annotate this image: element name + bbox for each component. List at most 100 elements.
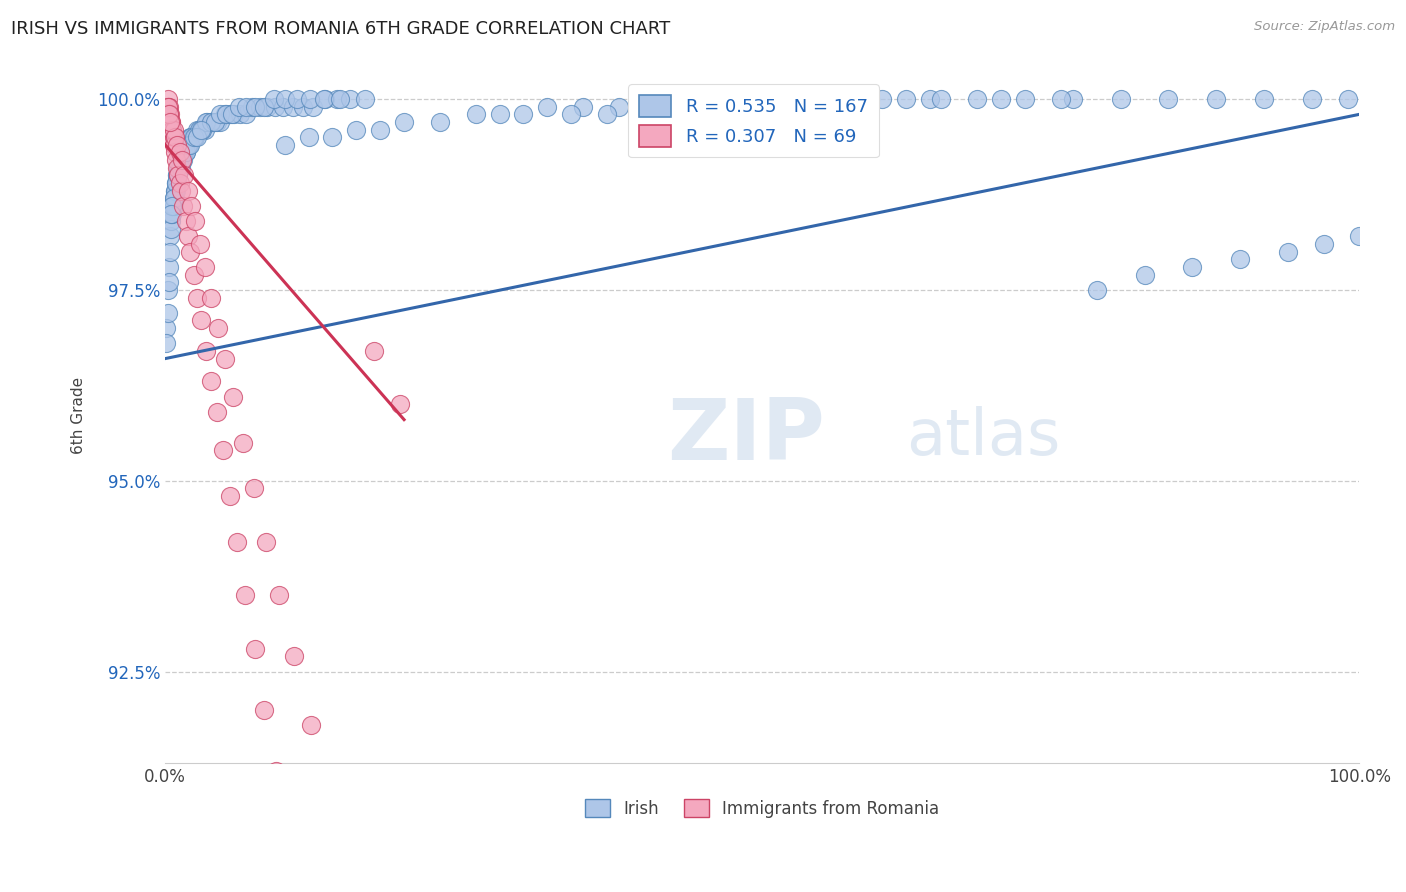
- Point: [162, 191, 184, 205]
- Point: [207, 321, 229, 335]
- Point: [966, 92, 988, 106]
- Point: [607, 100, 630, 114]
- Point: [1336, 92, 1358, 106]
- Point: [155, 321, 177, 335]
- Point: [596, 107, 619, 121]
- Point: [179, 244, 201, 259]
- Point: [165, 176, 187, 190]
- Point: [353, 92, 375, 106]
- Point: [191, 122, 214, 136]
- Point: [169, 161, 191, 175]
- Point: [169, 161, 191, 175]
- Point: [165, 176, 187, 190]
- Point: [1205, 92, 1227, 106]
- Point: [787, 100, 810, 114]
- Point: [273, 100, 295, 114]
- Point: [835, 92, 858, 106]
- Point: [224, 107, 246, 121]
- Point: [160, 115, 183, 129]
- Point: [170, 153, 193, 168]
- Point: [894, 92, 917, 106]
- Legend: Irish, Immigrants from Romania: Irish, Immigrants from Romania: [578, 792, 946, 824]
- Point: [273, 92, 295, 106]
- Point: [1348, 229, 1371, 244]
- Point: [159, 229, 181, 244]
- Point: [775, 92, 797, 106]
- Point: [166, 169, 188, 183]
- Point: [194, 115, 217, 129]
- Point: [163, 184, 186, 198]
- Point: [214, 351, 236, 366]
- Point: [225, 534, 247, 549]
- Point: [918, 92, 941, 106]
- Point: [157, 260, 180, 274]
- Point: [299, 718, 322, 732]
- Point: [167, 161, 190, 175]
- Point: [162, 206, 184, 220]
- Point: [201, 115, 224, 129]
- Point: [186, 122, 208, 136]
- Point: [200, 375, 222, 389]
- Point: [156, 100, 179, 114]
- Point: [253, 703, 276, 717]
- Point: [156, 92, 179, 106]
- Point: [228, 100, 250, 114]
- Point: [389, 397, 412, 411]
- Point: [1181, 260, 1204, 274]
- Point: [181, 130, 204, 145]
- Point: [298, 92, 321, 106]
- Point: [183, 130, 205, 145]
- Point: [256, 100, 278, 114]
- Point: [1277, 244, 1299, 259]
- Point: [172, 199, 194, 213]
- Point: [174, 214, 197, 228]
- Point: [163, 130, 186, 145]
- Point: [159, 115, 181, 129]
- Point: [344, 122, 367, 136]
- Point: [177, 137, 200, 152]
- Point: [285, 92, 308, 106]
- Point: [631, 100, 654, 114]
- Point: [173, 169, 195, 183]
- Point: [204, 115, 226, 129]
- Point: [655, 100, 678, 114]
- Point: [488, 107, 510, 121]
- Point: [155, 100, 177, 114]
- Point: [668, 100, 690, 114]
- Point: [200, 291, 222, 305]
- Point: [692, 100, 714, 114]
- Point: [166, 176, 188, 190]
- Point: [211, 443, 233, 458]
- Y-axis label: 6th Grade: 6th Grade: [72, 377, 86, 454]
- Point: [190, 122, 212, 136]
- Point: [194, 260, 217, 274]
- Point: [160, 222, 183, 236]
- Point: [156, 107, 179, 121]
- Point: [716, 100, 738, 114]
- Point: [536, 100, 558, 114]
- Point: [174, 145, 197, 160]
- Text: Source: ZipAtlas.com: Source: ZipAtlas.com: [1254, 20, 1395, 33]
- Point: [264, 100, 287, 114]
- Point: [302, 100, 325, 114]
- Point: [221, 107, 243, 121]
- Point: [1014, 92, 1036, 106]
- Point: [560, 107, 582, 121]
- Point: [242, 481, 264, 495]
- Point: [339, 855, 361, 870]
- Point: [177, 137, 200, 152]
- Point: [157, 275, 180, 289]
- Point: [170, 153, 193, 168]
- Point: [512, 107, 534, 121]
- Point: [184, 130, 207, 145]
- Point: [321, 130, 343, 145]
- Point: [190, 313, 212, 327]
- Point: [179, 137, 201, 152]
- Point: [176, 137, 198, 152]
- Point: [170, 161, 193, 175]
- Point: [180, 130, 202, 145]
- Point: [162, 122, 184, 136]
- Point: [170, 184, 193, 198]
- Point: [159, 107, 181, 121]
- Point: [1085, 283, 1108, 297]
